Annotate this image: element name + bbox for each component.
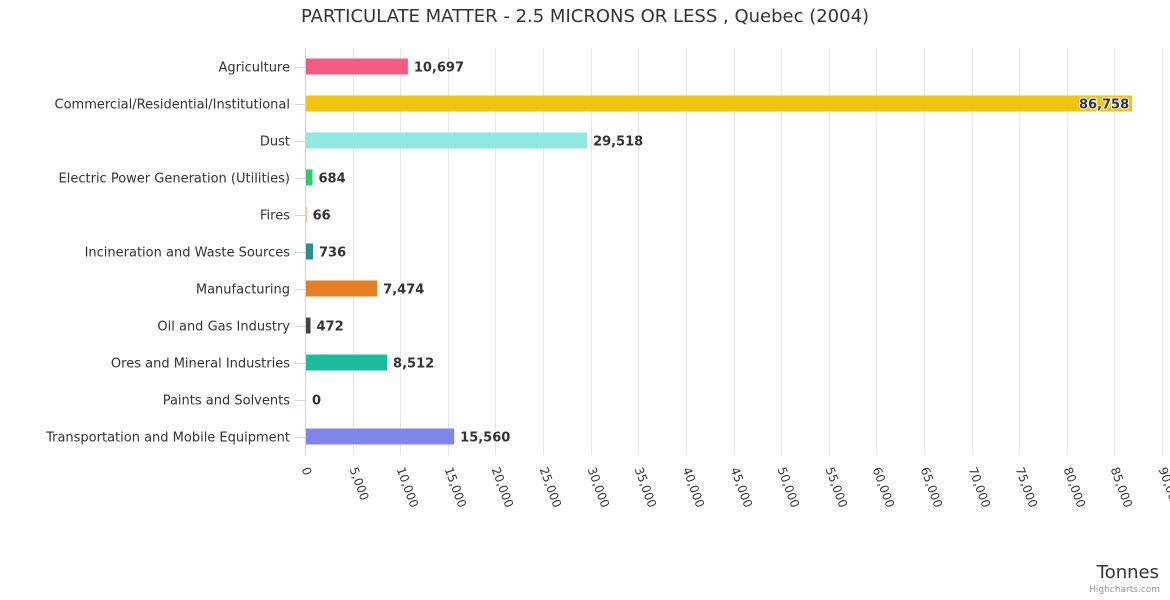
tick-label: 85,000	[1108, 465, 1136, 509]
data-label: 7,474	[383, 283, 424, 298]
data-label: 15,560	[460, 431, 510, 446]
tick-label: 55,000	[823, 465, 851, 509]
tick-label: 25,000	[537, 465, 565, 509]
tick-label: 75,000	[1013, 465, 1041, 509]
category-label: Paints and Solvents	[163, 394, 291, 409]
bar	[306, 169, 313, 186]
category-label: Commercial/Residential/Institutional	[55, 98, 291, 113]
data-label: 472	[316, 320, 343, 335]
data-label: 66	[313, 209, 331, 224]
bars	[306, 58, 1133, 445]
tick-label: 45,000	[728, 465, 756, 509]
tick-label: 10,000	[394, 465, 422, 509]
bar	[306, 206, 307, 223]
tick-label: 35,000	[632, 465, 660, 509]
tick-label: 40,000	[680, 465, 708, 509]
bar	[306, 354, 388, 371]
tick-label: 20,000	[489, 465, 517, 509]
data-label: 10,697	[414, 61, 464, 76]
data-label: 29,518	[593, 135, 643, 150]
tick-label: 70,000	[966, 465, 994, 509]
category-label: Oil and Gas Industry	[157, 320, 290, 335]
category-label: Fires	[260, 209, 290, 224]
credits-link[interactable]: Highcharts.com	[1089, 585, 1160, 595]
category-label: Ores and Mineral Industries	[111, 357, 290, 372]
value-axis-title: Tonnes	[1096, 562, 1159, 583]
category-label: Electric Power Generation (Utilities)	[59, 172, 290, 187]
category-label: Agriculture	[219, 61, 291, 76]
category-label: Manufacturing	[196, 283, 290, 298]
tick-label: 0	[299, 465, 315, 477]
tick-label: 65,000	[918, 465, 946, 509]
bar	[306, 58, 408, 75]
tick-label: 80,000	[1061, 465, 1089, 509]
data-label: 86,758	[1079, 98, 1129, 113]
data-label: 0	[312, 394, 321, 409]
bar	[306, 317, 311, 334]
tick-label: 5,000	[347, 465, 372, 502]
tick-label: 90,000	[1156, 465, 1170, 509]
tick-label: 60,000	[870, 465, 898, 509]
data-label: 736	[319, 246, 346, 261]
value-axis-ticks: 0 5,000 10,000 15,000 20,000 25,000 30,000 35,0…	[299, 465, 1170, 509]
gridlines	[353, 48, 1163, 455]
bar	[306, 95, 1133, 112]
tick-label: 15,000	[442, 465, 470, 509]
data-labels: 10,697 86,758 29,518 684 66 736 7,474 472 8,512 0…	[311, 60, 1130, 447]
tick-label: 50,000	[775, 465, 803, 509]
tick-label: 30,000	[585, 465, 613, 509]
chart-title: PARTICULATE MATTER - 2.5 MICRONS OR LESS…	[300, 6, 870, 27]
data-label: 8,512	[393, 357, 434, 372]
bar	[306, 280, 378, 297]
data-label: 684	[319, 172, 346, 187]
bar	[306, 243, 314, 260]
category-label: Dust	[260, 135, 290, 150]
category-label: Incineration and Waste Sources	[85, 246, 291, 261]
category-label: Transportation and Mobile Equipment	[45, 431, 290, 446]
category-axis: Agriculture Commercial/Residential/Instit…	[45, 48, 306, 455]
bar	[306, 132, 588, 149]
bar	[306, 428, 455, 445]
